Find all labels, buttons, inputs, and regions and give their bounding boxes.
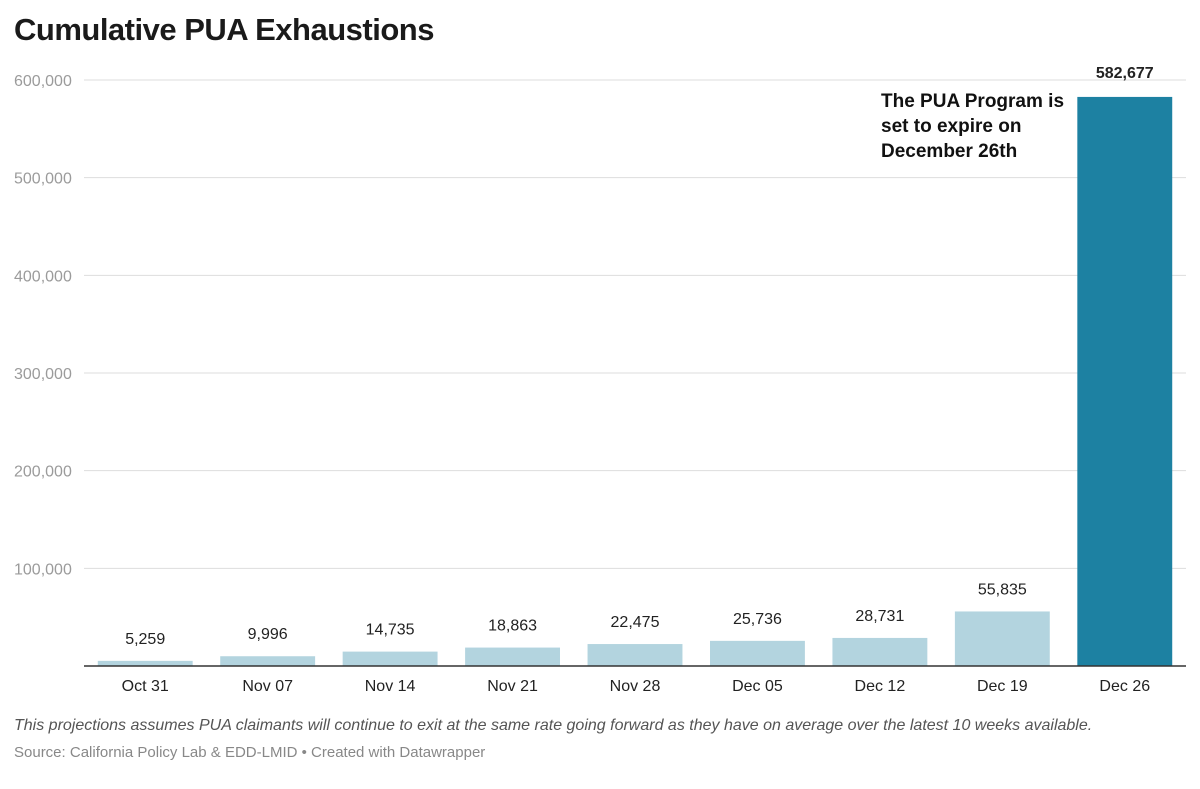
x-tick-label: Nov 14 bbox=[365, 678, 416, 695]
bar bbox=[342, 651, 438, 666]
x-tick-label: Oct 31 bbox=[122, 678, 169, 695]
x-tick-label: Nov 28 bbox=[610, 678, 661, 695]
annotation-line: set to expire on bbox=[881, 116, 1021, 137]
x-tick-label: Dec 19 bbox=[977, 678, 1028, 695]
gridlines bbox=[84, 79, 1186, 569]
value-labels: 5,259 9,996 14,735 18,863 22,475 25,736 28,731… bbox=[125, 65, 1154, 648]
x-tick-label: Nov 07 bbox=[242, 678, 293, 695]
y-tick-label: 600,000 bbox=[14, 73, 72, 90]
y-tick-label: 400,000 bbox=[14, 268, 72, 285]
y-tick-label: 300,000 bbox=[14, 366, 72, 383]
value-label: 55,835 bbox=[978, 581, 1027, 598]
bar bbox=[709, 640, 805, 666]
x-tick-label: Nov 21 bbox=[487, 678, 538, 695]
value-label: 9,996 bbox=[248, 626, 288, 643]
x-tick-label: Dec 12 bbox=[855, 678, 906, 695]
bar bbox=[1077, 96, 1173, 666]
bar bbox=[97, 660, 193, 666]
annotation-line: The PUA Program is bbox=[881, 91, 1064, 112]
y-axis-tick-labels: 100,000 200,000 300,000 400,000 500,000 600,0… bbox=[14, 73, 72, 578]
bar bbox=[587, 644, 683, 666]
bars bbox=[97, 96, 1173, 666]
value-label: 582,677 bbox=[1096, 65, 1154, 82]
chart-annotation: The PUA Program is set to expire on Decemb… bbox=[881, 91, 1064, 162]
bar bbox=[954, 611, 1050, 666]
y-tick-label: 100,000 bbox=[14, 561, 72, 578]
source-credit: Source: California Policy Lab & EDD-LMID… bbox=[14, 744, 486, 761]
value-label: 22,475 bbox=[611, 614, 660, 631]
bar-chart: 100,000 200,000 300,000 400,000 500,000 600,0… bbox=[14, 65, 1186, 695]
x-tick-label: Dec 05 bbox=[732, 678, 783, 695]
x-tick-label: Dec 26 bbox=[1099, 678, 1150, 695]
x-axis-category-labels: Oct 31 Nov 07 Nov 14 Nov 21 Nov 28 Dec 05 Dec … bbox=[122, 678, 1151, 695]
bar bbox=[220, 656, 316, 666]
bar bbox=[832, 637, 928, 666]
y-tick-label: 500,000 bbox=[14, 171, 72, 188]
value-label: 5,259 bbox=[125, 631, 165, 648]
y-tick-label: 200,000 bbox=[14, 464, 72, 481]
value-label: 28,731 bbox=[855, 608, 904, 625]
chart-title: Cumulative PUA Exhaustions bbox=[14, 12, 434, 47]
footnote: This projections assumes PUA claimants w… bbox=[14, 717, 1093, 734]
value-label: 18,863 bbox=[488, 618, 537, 635]
value-label: 25,736 bbox=[733, 611, 782, 628]
annotation-line: December 26th bbox=[881, 141, 1017, 162]
bar bbox=[465, 647, 561, 666]
value-label: 14,735 bbox=[366, 622, 415, 639]
